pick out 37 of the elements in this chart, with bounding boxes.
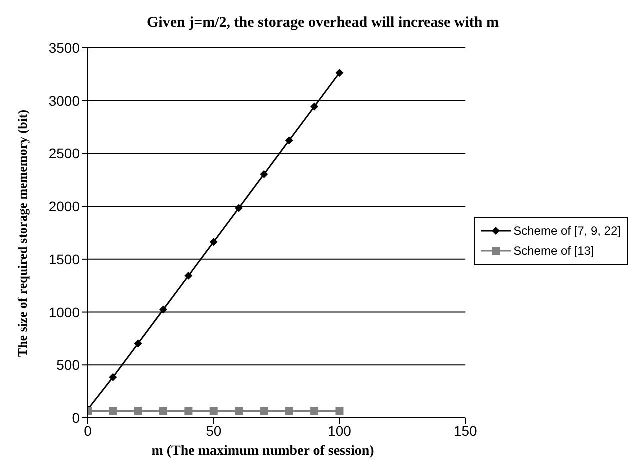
point: [235, 204, 244, 212]
point: [260, 407, 268, 416]
x-axis-title: m (The maximum number of session): [150, 444, 376, 460]
point: [184, 407, 193, 416]
y-tick-label: 3500: [48, 40, 80, 56]
point: [336, 68, 344, 77]
point: [160, 407, 168, 416]
point: [210, 238, 218, 246]
point: [285, 136, 294, 145]
y-tick-label: 0: [72, 410, 80, 426]
legend-label: Scheme of [13]: [514, 242, 594, 260]
point: [109, 407, 118, 416]
y-tick-label: 1000: [48, 304, 80, 320]
chart-title: Given j=m/2, the storage overhead will increase with m: [146, 14, 500, 33]
point: [310, 407, 319, 416]
point: [310, 102, 319, 111]
point: [160, 306, 168, 314]
x-tick-label: 150: [454, 422, 478, 439]
y-tick-label: 3000: [48, 92, 80, 109]
point: [184, 272, 193, 280]
y-tick-label: 500: [56, 357, 80, 374]
x-tick-label: 50: [206, 422, 222, 439]
y-tick-label: 2500: [48, 146, 80, 162]
point: [210, 407, 218, 416]
point: [336, 407, 344, 416]
point: [260, 170, 268, 178]
point: [109, 373, 118, 382]
legend-label: Scheme of [7, 9, 22]: [514, 222, 621, 240]
y-axis-title: The size of required storage mememory (bit): [16, 109, 30, 357]
x-tick-label: 100: [328, 422, 352, 439]
y-tick-label: 2000: [48, 198, 80, 215]
point: [134, 340, 142, 348]
point: [134, 407, 142, 416]
point: [285, 407, 294, 416]
x-tick-label: 0: [84, 422, 92, 439]
y-tick-label: 1500: [48, 251, 80, 268]
point: [235, 407, 244, 416]
